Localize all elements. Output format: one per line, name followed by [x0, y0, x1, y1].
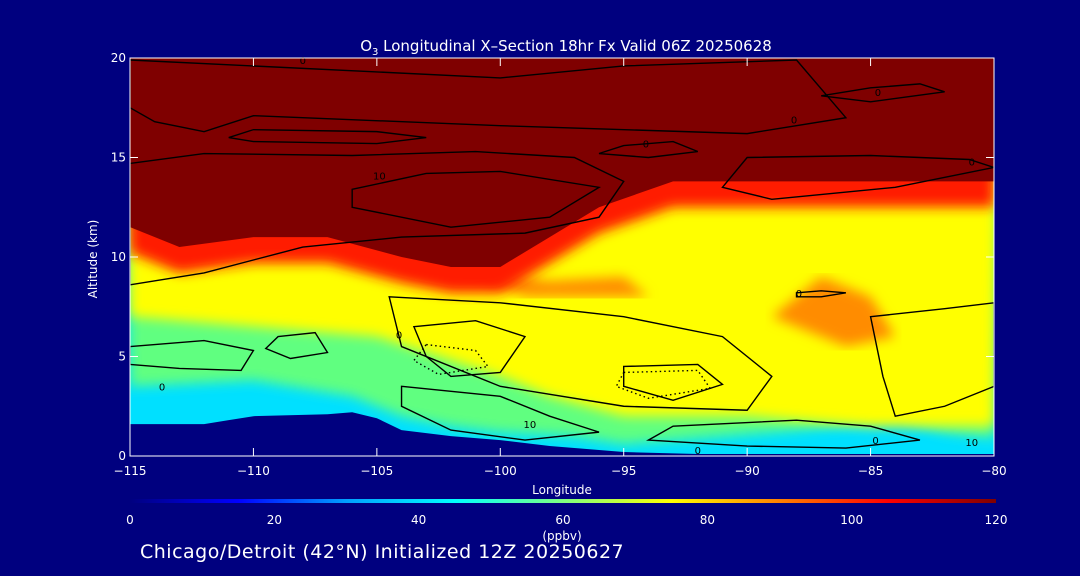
colorbar-tick-label-1: 20 — [267, 513, 282, 527]
contour-line-11 — [130, 339, 255, 372]
x-tick-label-3: −100 — [484, 464, 517, 478]
colorbar-tick-label-6: 120 — [985, 513, 1008, 527]
footer-initialized-text: Chicago/Detroit (42°N) Initialized 12Z 2… — [140, 541, 625, 563]
contour-label-9: 10 — [524, 420, 537, 431]
contour-label-2: 0 — [791, 116, 797, 127]
contour-line-9 — [412, 319, 527, 378]
contour-line-10 — [623, 363, 724, 402]
x-tick-label-5: −90 — [734, 464, 759, 478]
x-axis-label: Longitude — [532, 483, 592, 497]
contour-line-5 — [351, 170, 602, 228]
contour-dotted-1 — [615, 369, 712, 400]
colorbar — [130, 499, 996, 503]
colorbar-ticks: 0 20 40 60 80 100 120 — [126, 513, 1007, 527]
colorbar-unit-label: (ppbv) — [542, 529, 581, 543]
contour-line-14 — [645, 419, 921, 449]
contour-label-11: 0 — [872, 436, 878, 447]
y-axis: 0 5 10 15 20 — [111, 51, 994, 463]
y-tick-label-3: 15 — [111, 151, 126, 165]
contour-line-3 — [598, 140, 699, 159]
colorbar-tick-label-0: 0 — [126, 513, 134, 527]
contour-label-8: 0 — [159, 382, 165, 393]
contour-line-0 — [130, 59, 848, 135]
contour-label-3: 0 — [643, 140, 649, 151]
x-axis: −115 −110 −105 −100 −95 −90 −85 −80 — [114, 58, 1007, 478]
contour-lines — [130, 59, 994, 449]
contour-line-8 — [388, 296, 773, 411]
contour-line-6 — [130, 150, 625, 286]
contour-label-1: 0 — [875, 88, 881, 99]
contour-label-6: 0 — [796, 289, 802, 300]
contour-line-15 — [869, 302, 994, 418]
contour-label-4: 0 — [969, 157, 975, 168]
contour-label-12: 10 — [965, 438, 978, 449]
x-tick-label-7: −80 — [981, 464, 1006, 478]
colorbar-tick-label-3: 60 — [555, 513, 570, 527]
contour-line-7 — [795, 290, 846, 298]
x-tick-label-1: −110 — [237, 464, 270, 478]
x-tick-label-2: −105 — [360, 464, 393, 478]
heatmap-field — [130, 58, 994, 456]
contour-line-1 — [228, 128, 427, 145]
contour-line-2 — [821, 83, 945, 103]
colorbar-tick-label-2: 40 — [411, 513, 426, 527]
contour-labels: 0 0 0 0 0 10 0 0 0 10 0 0 10 — [159, 56, 978, 457]
contour-dotted-0 — [412, 343, 490, 376]
y-tick-label-1: 5 — [118, 350, 126, 364]
contour-line-4 — [721, 154, 994, 200]
colorbar-tick-label-5: 100 — [840, 513, 863, 527]
y-tick-label-2: 10 — [111, 250, 126, 264]
colorbar-tick-label-4: 80 — [700, 513, 715, 527]
x-tick-label-6: −85 — [858, 464, 883, 478]
chart-title: O3 Longitudinal X–Section 18hr Fx Valid … — [360, 37, 772, 58]
y-tick-label-0: 0 — [118, 449, 126, 463]
contour-label-7: 0 — [396, 331, 402, 342]
field-orange-region-0 — [771, 276, 896, 347]
contour-line-12 — [264, 331, 329, 360]
terrain — [130, 412, 994, 456]
x-tick-label-4: −95 — [611, 464, 636, 478]
y-axis-label: Altitude (km) — [86, 220, 100, 299]
contour-label-0: 0 — [300, 56, 306, 67]
contour-label-5: 10 — [373, 171, 386, 182]
contour-label-10: 0 — [695, 446, 701, 457]
x-tick-label-0: −115 — [114, 464, 147, 478]
contour-line-13 — [400, 385, 600, 441]
y-tick-label-4: 20 — [111, 51, 126, 65]
field-stratosphere — [130, 58, 994, 267]
